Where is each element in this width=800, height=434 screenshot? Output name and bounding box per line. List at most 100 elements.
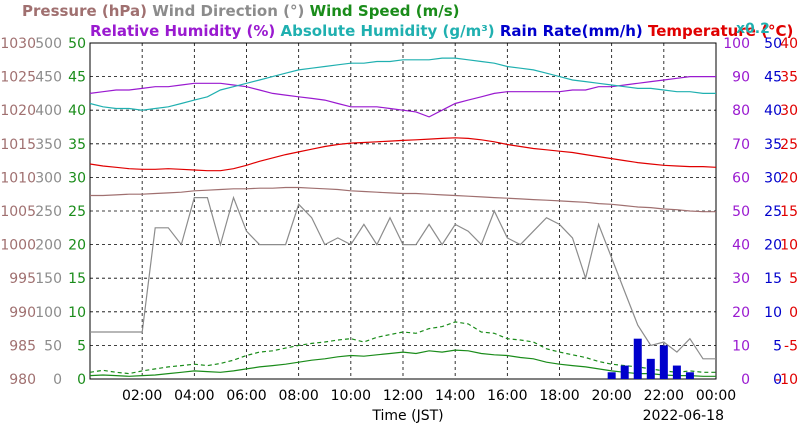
- right-tick-label: 20: [732, 305, 750, 321]
- right-tick-label: 100: [723, 36, 750, 52]
- right-tick-label: 80: [732, 103, 750, 119]
- x-tick-label: 04:00: [174, 388, 214, 404]
- abs-scale-note: x0.2: [736, 21, 770, 37]
- right-tick-label: 10: [732, 338, 750, 354]
- left-tick-label: 45: [68, 70, 86, 86]
- left-tick-label: 1025: [0, 70, 36, 86]
- series-group: [89, 57, 717, 379]
- left-tick-label: 980: [9, 372, 36, 388]
- left-tick-label: 100: [35, 305, 62, 321]
- left-tick-label: 300: [35, 170, 62, 186]
- title-part-2: Rain Rate(mm/h): [495, 22, 643, 40]
- left-tick-label: 400: [35, 103, 62, 119]
- right-tick-label: 0: [741, 372, 750, 388]
- right-tick-label: 20: [764, 238, 782, 254]
- right-tick-label: 20: [780, 170, 798, 186]
- series-line: [89, 137, 717, 172]
- right-tick-label: 50: [764, 36, 782, 52]
- left-tick-label: 50: [68, 36, 86, 52]
- left-tick-label: 200: [35, 238, 62, 254]
- series-line: [90, 195, 716, 360]
- right-tick-label: 25: [780, 137, 798, 153]
- left-tick-label: 30: [68, 170, 86, 186]
- rain-bar: [672, 365, 681, 379]
- rain-bar: [685, 372, 694, 379]
- title-part-1: Wind Direction (°): [147, 2, 304, 20]
- right-tick-label: 10: [764, 305, 782, 321]
- series-line: [89, 57, 716, 111]
- x-axis-label: Time (JST): [371, 408, 443, 424]
- rain-bar: [646, 358, 655, 379]
- right-tick-label: 35: [764, 137, 782, 153]
- grid: [90, 43, 716, 379]
- right-tick-label: 30: [732, 271, 750, 287]
- left-tick-label: 1015: [0, 137, 36, 153]
- title-line-2: Relative Humidity (%) Absolute Humidity …: [90, 22, 793, 40]
- right-tick-label: 0: [789, 305, 798, 321]
- rain-bar: [659, 345, 668, 379]
- left-tick-label: 35: [68, 137, 86, 153]
- title-part-0: Relative Humidity (%): [90, 22, 275, 40]
- series-line: [89, 349, 716, 377]
- right-tick-label: 25: [764, 204, 782, 220]
- x-tick-label: 02:00: [122, 388, 162, 404]
- title-line-1: Pressure (hPa) Wind Direction (°) Wind S…: [22, 2, 460, 20]
- rain-bar: [607, 372, 616, 379]
- left-tick-label: 1005: [0, 204, 36, 220]
- right-tick-label: 5: [773, 338, 782, 354]
- x-tick-label: 14:00: [435, 388, 475, 404]
- left-tick-label: 450: [35, 70, 62, 86]
- left-tick-label: 150: [35, 271, 62, 287]
- rain-bar: [633, 338, 642, 379]
- left-tick-label: 0: [53, 372, 62, 388]
- x-tick-label: 00:00: [696, 388, 736, 404]
- right-tick-label: -10: [775, 372, 798, 388]
- date-label: 2022-06-18: [643, 408, 724, 424]
- left-tick-label: 25: [68, 204, 86, 220]
- left-y-axes: 9809859909951000100510101015102010251030…: [0, 36, 86, 388]
- series-line: [90, 186, 716, 213]
- left-tick-label: 1010: [0, 170, 36, 186]
- left-tick-label: 995: [9, 271, 36, 287]
- right-tick-label: 0: [773, 372, 782, 388]
- left-tick-label: 5: [77, 338, 86, 354]
- left-tick-label: 500: [35, 36, 62, 52]
- right-tick-label: 60: [732, 170, 750, 186]
- left-tick-label: 1030: [0, 36, 36, 52]
- title-part-0: Pressure (hPa): [22, 2, 147, 20]
- left-tick-label: 350: [35, 137, 62, 153]
- title-part-2: Wind Speed (m/s): [304, 2, 459, 20]
- chart-title: Pressure (hPa) Wind Direction (°) Wind S…: [22, 2, 793, 40]
- left-tick-label: 20: [68, 238, 86, 254]
- right-tick-label: 30: [764, 170, 782, 186]
- series-line: [89, 75, 716, 118]
- right-tick-label: 40: [764, 103, 782, 119]
- left-tick-label: 1020: [0, 103, 36, 119]
- x-tick-label: 22:00: [644, 388, 684, 404]
- left-tick-label: 1000: [0, 238, 36, 254]
- right-tick-label: 50: [732, 204, 750, 220]
- x-tick-label: 20:00: [591, 388, 631, 404]
- right-tick-label: 5: [789, 271, 798, 287]
- right-tick-label: 40: [732, 238, 750, 254]
- title-part-3: Temperature (°C): [643, 22, 794, 40]
- left-tick-label: 985: [9, 338, 36, 354]
- left-tick-label: 40: [68, 103, 86, 119]
- x-tick-label: 10:00: [331, 388, 371, 404]
- right-y-axes: 0102030405060708090100051015202530354045…: [723, 36, 798, 388]
- right-tick-label: -5: [784, 338, 798, 354]
- rain-bar: [620, 365, 629, 379]
- right-tick-label: 15: [780, 204, 798, 220]
- x-tick-label: 12:00: [383, 388, 423, 404]
- left-tick-label: 990: [9, 305, 36, 321]
- right-tick-label: 45: [764, 70, 782, 86]
- left-tick-label: 15: [68, 271, 86, 287]
- right-tick-label: 30: [780, 103, 798, 119]
- left-tick-label: 50: [44, 338, 62, 354]
- series-line: [89, 321, 716, 375]
- right-tick-label: 35: [780, 70, 798, 86]
- left-tick-label: 10: [68, 305, 86, 321]
- x-tick-label: 18:00: [539, 388, 579, 404]
- left-tick-label: 0: [77, 372, 86, 388]
